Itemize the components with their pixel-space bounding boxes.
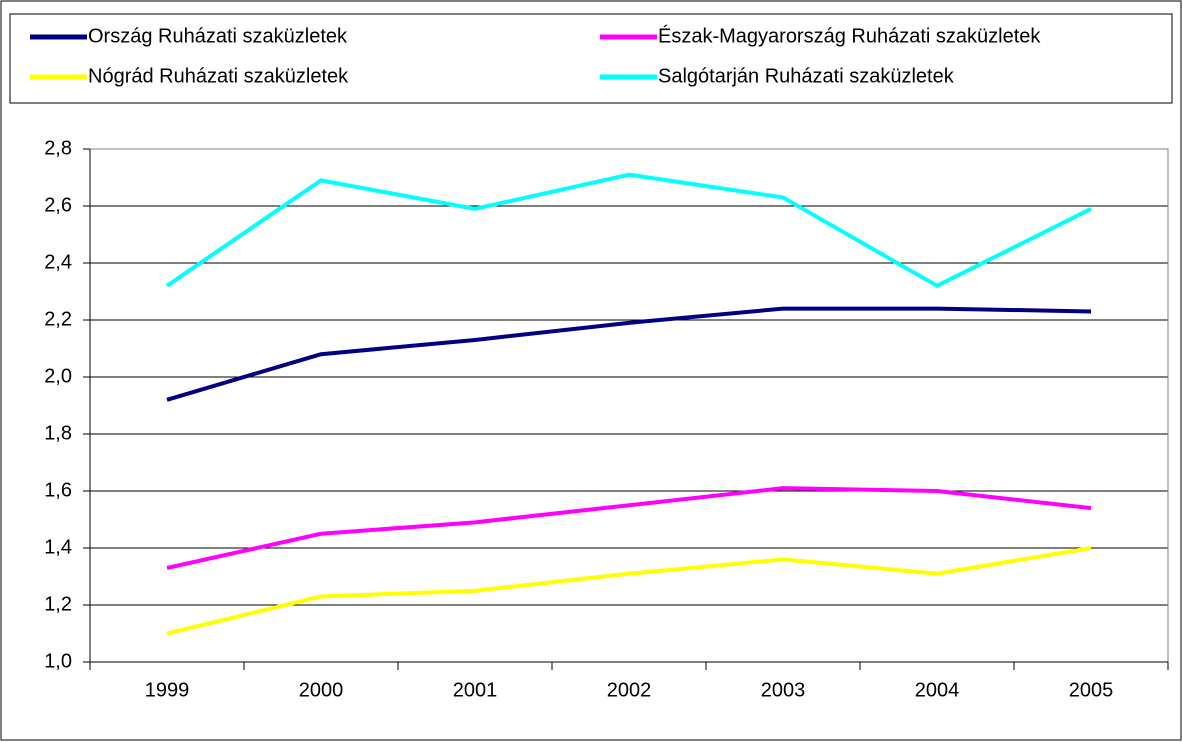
legend-label: Salgótarján Ruházati szaküzletek: [658, 65, 955, 87]
legend-label: Nógrád Ruházati szaküzletek: [88, 65, 349, 87]
x-tick-label: 2000: [299, 679, 344, 701]
x-tick-label: 2003: [761, 679, 806, 701]
y-tick-label: 1,2: [44, 593, 72, 615]
x-tick-label: 2004: [915, 679, 960, 701]
y-tick-label: 2,4: [44, 251, 72, 273]
series-line: [165, 172, 1092, 288]
series-line: [166, 486, 1092, 570]
y-tick-label: 2,0: [44, 365, 72, 387]
y-tick-label: 1,0: [44, 650, 72, 672]
x-tick-label: 2002: [607, 679, 652, 701]
legend-label: Észak-Magyarország Ruházati szaküzletek: [658, 24, 1041, 47]
legend-label: Ország Ruházati szaküzletek: [88, 25, 348, 47]
x-tick-label: 2001: [453, 679, 498, 701]
series-line: [166, 546, 1092, 636]
x-tick-label: 2005: [1069, 679, 1114, 701]
y-tick-label: 1,6: [44, 479, 72, 501]
plot-area: [90, 149, 1168, 662]
y-tick-label: 1,4: [44, 536, 72, 558]
legend-box: [9, 13, 1173, 104]
series-line: [166, 306, 1092, 402]
y-tick-label: 1,8: [44, 422, 72, 444]
y-tick-label: 2,6: [44, 194, 72, 216]
y-tick-label: 2,8: [44, 137, 72, 159]
x-tick-label: 1999: [145, 679, 190, 701]
y-tick-label: 2,2: [44, 308, 72, 330]
